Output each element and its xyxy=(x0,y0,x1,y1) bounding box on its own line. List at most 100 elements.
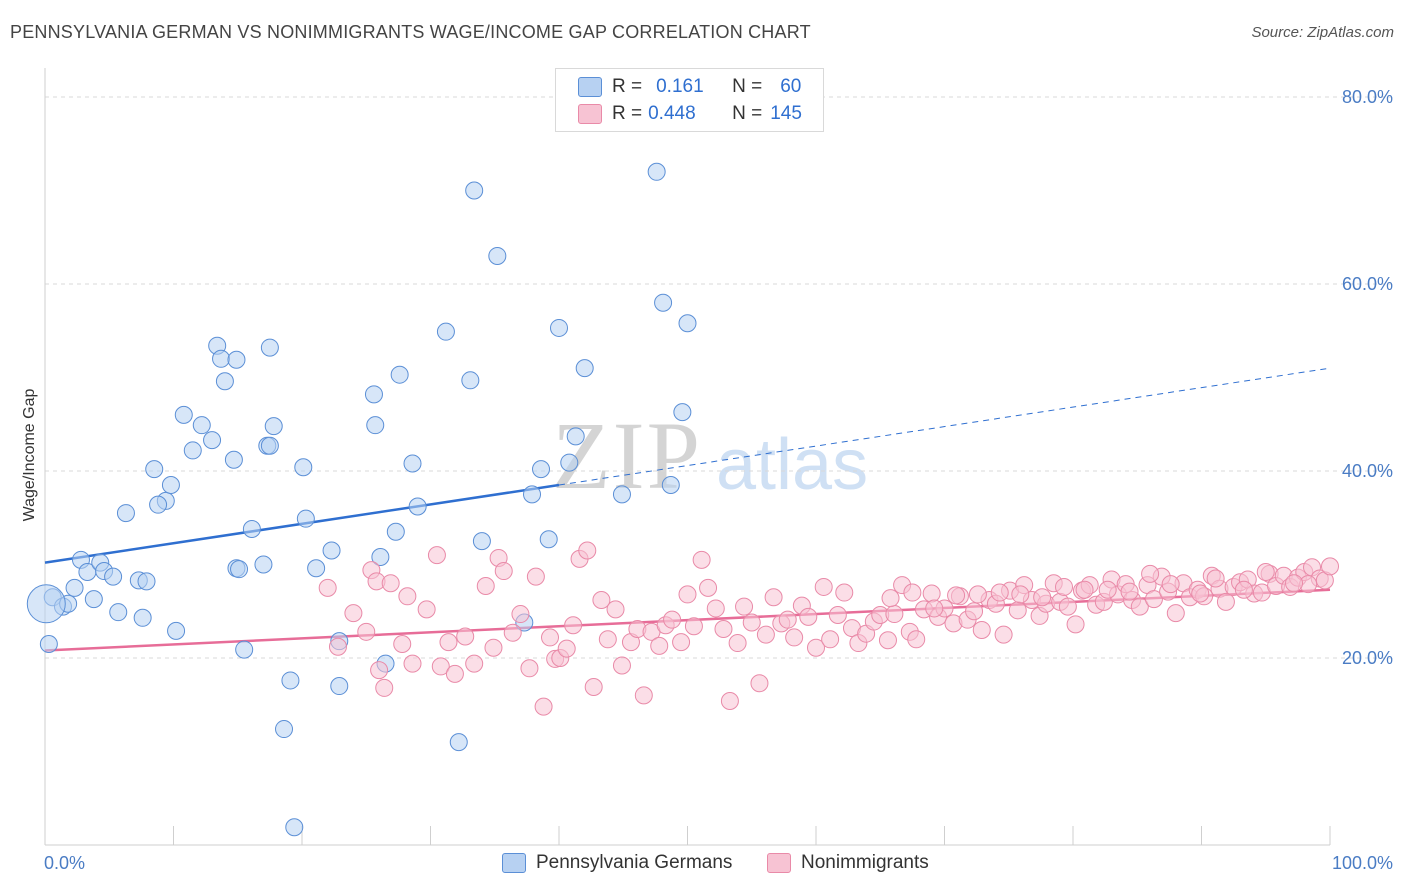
legend-r-label: R = xyxy=(612,76,643,97)
pennsylvania-german-point xyxy=(39,634,58,653)
bottom-legend-pennsylvania-germans: Pennsylvania Germans xyxy=(502,852,732,874)
nonimmigrant-point xyxy=(557,639,576,658)
nonimmigrant-point xyxy=(1321,557,1339,576)
pennsylvania-german-point xyxy=(133,608,152,627)
nonimmigrant-point xyxy=(968,585,987,604)
nonimmigrant-point xyxy=(1055,577,1074,596)
y-axis-title: Wage/Income Gap xyxy=(21,389,38,522)
nonimmigrant-point xyxy=(706,599,725,618)
nonimmigrant-point xyxy=(1166,604,1185,623)
nonimmigrant-point xyxy=(417,600,436,619)
nonimmigrant-point xyxy=(534,697,553,716)
pennsylvania-german-point xyxy=(145,460,164,479)
pennsylvania-german-point xyxy=(230,560,249,579)
nonimmigrant-point xyxy=(1256,562,1275,581)
pennsylvania-german-point xyxy=(260,436,279,455)
pennsylvania-german-point xyxy=(224,450,243,469)
pennsylvania-german-point xyxy=(532,460,551,479)
nonimmigrant-point xyxy=(445,664,464,683)
nonimmigrant-point xyxy=(465,654,484,673)
nonimmigrant-point xyxy=(1234,580,1253,599)
nonimmigrant-point xyxy=(456,627,475,646)
pennsylvania-german-point xyxy=(403,454,422,473)
chart-title: PENNSYLVANIA GERMAN VS NONIMMIGRANTS WAG… xyxy=(10,22,811,42)
legend-row-nonimmigrants: R = 0.448 N = 145 xyxy=(578,102,802,126)
pennsylvania-german-point xyxy=(330,677,349,696)
legend-n-value: 145 xyxy=(770,103,802,124)
bottom-legend-label: Nonimmigrants xyxy=(801,852,929,873)
nonimmigrant-point xyxy=(503,623,522,642)
nonimmigrant-point xyxy=(1206,569,1225,588)
nonimmigrant-point xyxy=(1098,580,1117,599)
nonimmigrant-point xyxy=(764,588,783,607)
nonimmigrant-point xyxy=(947,586,966,605)
legend-n-value: 60 xyxy=(780,76,802,97)
pennsylvania-german-point xyxy=(523,485,542,504)
nonimmigrant-point xyxy=(1066,615,1085,634)
nonimmigrant-point xyxy=(994,625,1013,644)
nonimmigrant-point xyxy=(427,546,446,565)
pennsylvania-german-point xyxy=(371,548,390,567)
nonimmigrant-point xyxy=(375,678,394,697)
nonimmigrant-point xyxy=(714,620,733,639)
nonimmigrant-point xyxy=(678,585,697,604)
nonimmigrant-point xyxy=(1075,580,1094,599)
nonimmigrant-point xyxy=(431,657,450,676)
pennsylvania-german-point xyxy=(227,350,246,369)
pennsylvania-german-point xyxy=(254,555,273,574)
nonimmigrant-point xyxy=(885,605,904,624)
nonimmigrant-point xyxy=(699,578,718,597)
y-tick-label: 80.0% xyxy=(1342,87,1393,107)
nonimmigrant-point xyxy=(672,633,691,652)
legend: R = 0.161 N = 60 R = 0.448 N = 145 xyxy=(555,68,824,132)
pennsylvania-german-point xyxy=(174,405,193,424)
nonimmigrant-point xyxy=(634,686,653,705)
nonimmigrant-point xyxy=(403,654,422,673)
nonimmigrant-point xyxy=(370,661,389,680)
nonimmigrant-point xyxy=(526,567,545,586)
nonimmigrant-point xyxy=(922,584,941,603)
pennsylvania-german-point xyxy=(281,671,300,690)
nonimmigrant-point xyxy=(398,587,417,606)
nonimmigrant-point xyxy=(318,578,337,597)
nonimmigrant-point xyxy=(778,610,797,629)
nonimmigrant-point xyxy=(484,638,503,657)
nonimmigrant-point xyxy=(720,692,739,711)
pennsylvania-german-point xyxy=(488,246,507,265)
pennsylvania-german-point xyxy=(612,485,631,504)
x-tick-label: 0.0% xyxy=(44,853,85,873)
pennsylvania-german-point xyxy=(294,458,313,477)
pennsylvania-german-point xyxy=(366,416,385,435)
nonimmigrant-point xyxy=(925,599,944,618)
nonimmigrant-point xyxy=(990,583,1009,602)
nonimmigrant-point xyxy=(584,677,603,696)
pennsylvania-german-point xyxy=(203,431,222,450)
nonimmigrant-point xyxy=(663,610,682,629)
pennsylvania-german-point xyxy=(296,509,315,528)
legend-n-label: N = xyxy=(732,103,763,124)
y-tick-label: 20.0% xyxy=(1342,648,1393,668)
nonimmigrant-point xyxy=(1011,585,1030,604)
nonimmigrant-point xyxy=(328,637,347,656)
source-label: Source: ZipAtlas.com xyxy=(1251,24,1394,41)
nonimmigrant-point xyxy=(756,625,775,644)
pennsylvania-german-point xyxy=(550,318,568,337)
nonimmigrant-point xyxy=(494,562,513,581)
nonimmigrant-point xyxy=(578,541,597,560)
gridlines xyxy=(45,96,1392,659)
nonimmigrant-point xyxy=(828,605,847,624)
nonimmigrant-point xyxy=(881,589,900,608)
nonimmigrant-point xyxy=(511,605,530,624)
nonimmigrant-point xyxy=(750,674,769,693)
nonimmigrant-point xyxy=(650,636,669,655)
nonimmigrant-point xyxy=(606,600,625,619)
nonimmigrant-point xyxy=(476,577,495,596)
nonimmigrant-point xyxy=(357,622,376,641)
pennsylvania-german-point xyxy=(472,532,491,551)
nonimmigrant-point xyxy=(1120,582,1139,601)
nonimmigrant-point xyxy=(972,620,991,639)
x-tick-label: 100.0% xyxy=(1332,853,1393,873)
nonimmigrant-point xyxy=(799,607,818,626)
pennsylvania-german-point xyxy=(465,181,484,200)
